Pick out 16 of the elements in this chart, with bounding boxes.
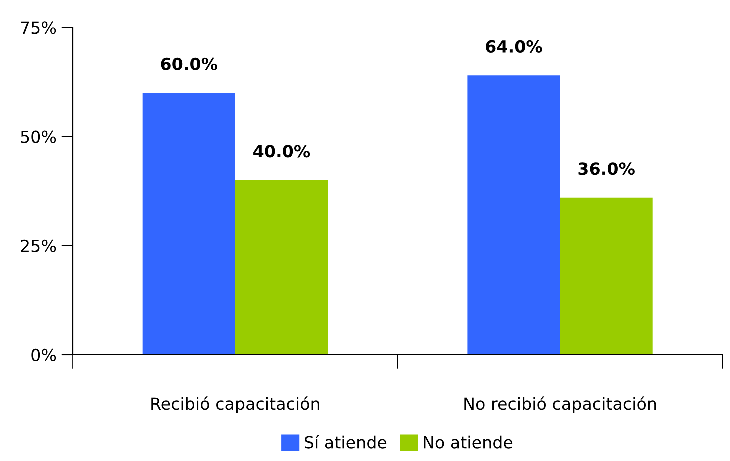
data-label: 40.0% xyxy=(254,145,310,158)
data-label: 60.0% xyxy=(161,58,218,70)
y-tick-label: 25% xyxy=(21,240,56,252)
legend-label: No atiende xyxy=(424,436,513,449)
bar xyxy=(468,76,560,355)
y-tick-label: 0% xyxy=(32,348,56,362)
x-tick-label: No recibió capacitación xyxy=(464,396,656,414)
legend-label: Sí atiende xyxy=(305,435,387,449)
bar xyxy=(560,198,653,355)
x-tick-label: Recibió capacitación xyxy=(152,396,320,414)
data-label: 36.0% xyxy=(578,162,635,176)
bar xyxy=(235,180,328,355)
bar xyxy=(142,93,236,355)
y-tick-label: 50% xyxy=(21,130,56,144)
y-tick-label: 75% xyxy=(21,22,56,34)
data-label: 64.0% xyxy=(486,40,542,53)
